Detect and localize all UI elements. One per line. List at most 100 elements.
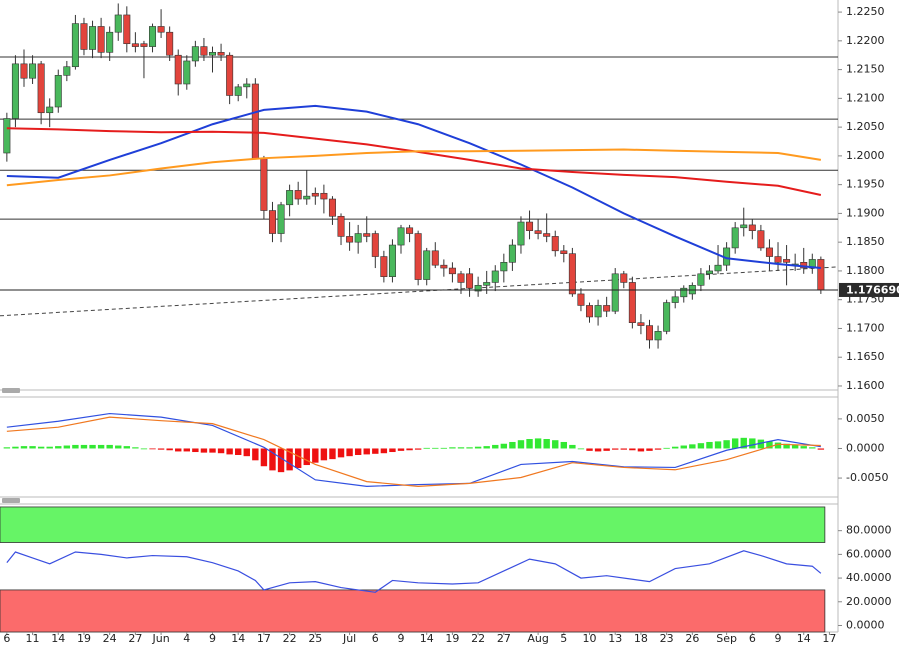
macd-bar bbox=[552, 440, 559, 449]
candle-body bbox=[731, 227, 739, 249]
candle-body bbox=[311, 192, 319, 197]
macd-bar bbox=[106, 444, 113, 449]
candle-body bbox=[765, 247, 773, 257]
candle-body bbox=[551, 236, 559, 252]
last-price-box bbox=[839, 282, 899, 297]
candle-body bbox=[149, 26, 157, 47]
macd-bar bbox=[149, 448, 156, 450]
macd-bar bbox=[115, 445, 122, 449]
macd-bar bbox=[140, 448, 148, 450]
macd-bar bbox=[526, 439, 533, 449]
macd-bar bbox=[543, 439, 550, 449]
macd-bar bbox=[432, 447, 439, 449]
macd-bar bbox=[646, 448, 653, 451]
macd-bar bbox=[706, 441, 713, 449]
candle-body bbox=[654, 331, 662, 341]
x-tick-label: 23 bbox=[660, 632, 674, 645]
x-tick-label: 9 bbox=[775, 632, 782, 645]
x-tick-label: 22 bbox=[471, 632, 485, 645]
x-tick-label: 19 bbox=[77, 632, 91, 645]
candle-body bbox=[106, 31, 114, 53]
macd-bar bbox=[286, 448, 293, 471]
macd-bar bbox=[783, 443, 790, 449]
candle-body bbox=[620, 273, 628, 283]
candle-body bbox=[303, 195, 311, 200]
x-tick-label: 6 bbox=[3, 632, 10, 645]
panel-handle[interactable] bbox=[2, 388, 20, 393]
macd-bar bbox=[791, 444, 799, 449]
candle-body bbox=[645, 325, 653, 341]
candle-body bbox=[740, 224, 748, 229]
y-tick-label: 60.0000 bbox=[846, 547, 892, 560]
macd-bar bbox=[200, 448, 208, 453]
candle-body bbox=[380, 256, 388, 277]
macd-bar bbox=[46, 446, 53, 449]
macd-bar bbox=[29, 446, 36, 449]
y-tick-label: 1.2200 bbox=[846, 34, 885, 47]
macd-bar bbox=[3, 447, 11, 449]
x-tick-label: 19 bbox=[445, 632, 459, 645]
macd-bar bbox=[714, 441, 722, 449]
candle-body bbox=[628, 282, 636, 323]
candle-body bbox=[140, 43, 148, 47]
candle-body bbox=[268, 210, 276, 234]
macd-bar bbox=[680, 445, 687, 449]
candle-body bbox=[568, 253, 576, 295]
macd-bar bbox=[277, 448, 285, 473]
macd-bar bbox=[637, 448, 645, 452]
panel-handle[interactable] bbox=[2, 498, 20, 503]
y-tick-label: 1.1600 bbox=[846, 379, 885, 392]
macd-bar bbox=[380, 448, 388, 454]
macd-bar bbox=[534, 438, 542, 449]
y-tick-label: 1.1950 bbox=[846, 178, 885, 191]
candle-body bbox=[397, 227, 405, 246]
candle-body bbox=[491, 270, 499, 283]
indicator-line bbox=[6, 148, 822, 187]
candle-body bbox=[508, 244, 516, 263]
candle-body bbox=[774, 256, 782, 263]
macd-bar bbox=[723, 440, 730, 449]
x-tick-label: 5 bbox=[560, 632, 567, 645]
candle-body bbox=[517, 221, 525, 246]
x-tick-label: 13 bbox=[608, 632, 622, 645]
macd-bar bbox=[209, 448, 216, 453]
candle-body bbox=[260, 158, 268, 211]
x-tick-label: 25 bbox=[308, 632, 322, 645]
x-tick-label: 24 bbox=[103, 632, 117, 645]
y-tick-label: 20.0000 bbox=[846, 595, 892, 608]
candle-body bbox=[114, 14, 122, 33]
candle-body bbox=[714, 264, 722, 272]
macd-bar bbox=[123, 446, 131, 449]
candle-body bbox=[234, 86, 242, 96]
candle-body bbox=[817, 259, 825, 291]
candle-body bbox=[166, 31, 174, 56]
candle-body bbox=[46, 106, 54, 114]
candle-body bbox=[11, 63, 19, 119]
macd-bar bbox=[517, 440, 525, 449]
candle-body bbox=[560, 250, 568, 254]
y-tick-label: 1.2050 bbox=[846, 120, 885, 133]
macd-bar bbox=[603, 448, 610, 451]
x-tick-label: 27 bbox=[497, 632, 511, 645]
macd-bar bbox=[671, 446, 679, 449]
candle-body bbox=[183, 60, 191, 85]
x-tick-label: 4 bbox=[183, 632, 190, 645]
y-tick-label: 1.2100 bbox=[846, 91, 885, 104]
macd-bar bbox=[89, 444, 96, 449]
rsi-zone bbox=[0, 589, 826, 633]
x-tick-label: Jul bbox=[342, 632, 356, 645]
x-tick-label: 17 bbox=[822, 632, 836, 645]
macd-bar bbox=[260, 448, 268, 467]
candle-body bbox=[63, 66, 71, 76]
y-tick-label: 1.1700 bbox=[846, 321, 885, 334]
y-tick-label: 1.2000 bbox=[846, 149, 885, 162]
x-tick-label: 9 bbox=[209, 632, 216, 645]
indicator-line bbox=[6, 416, 821, 487]
macd-bar bbox=[217, 448, 225, 454]
candle-body bbox=[3, 118, 11, 154]
macd-bar bbox=[766, 441, 773, 449]
x-tick-label: Aug bbox=[527, 632, 548, 645]
